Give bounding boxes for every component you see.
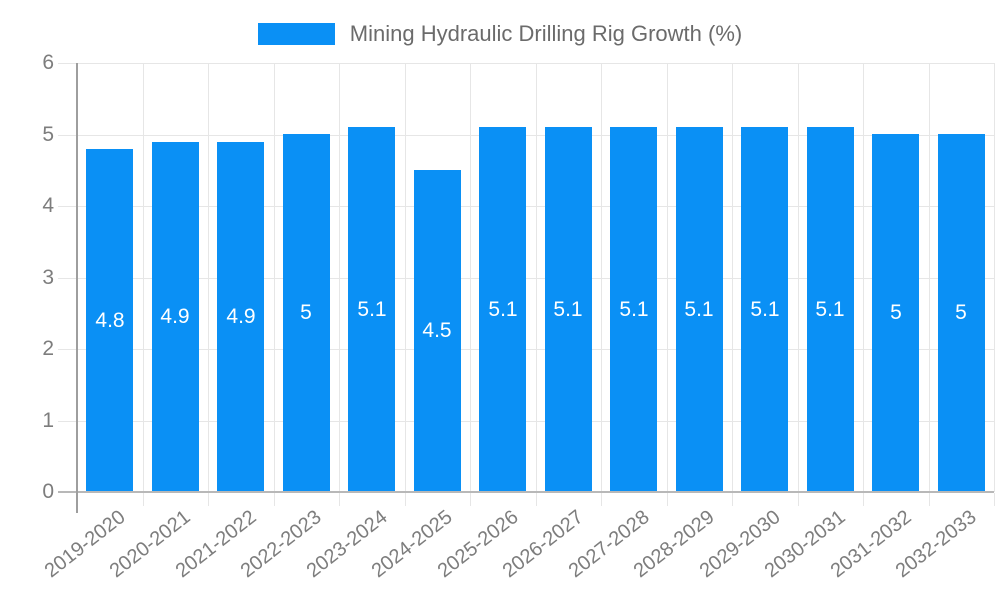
x-gridline <box>798 63 799 492</box>
y-gridline <box>58 135 994 136</box>
x-tick-mark <box>470 493 471 506</box>
bar-value-label: 4.5 <box>422 319 452 342</box>
x-tick-mark <box>994 493 995 506</box>
x-tick-mark <box>601 493 602 506</box>
x-tick-mark <box>798 493 799 506</box>
y-tick-label: 2 <box>42 337 54 360</box>
y-gridline <box>58 349 994 350</box>
x-gridline <box>208 63 209 492</box>
y-gridline <box>58 63 994 64</box>
plot-right-border <box>994 63 995 492</box>
x-gridline <box>470 63 471 492</box>
x-tick-mark <box>929 493 930 506</box>
bar[interactable] <box>872 134 919 492</box>
bar[interactable] <box>283 134 330 492</box>
x-tick-mark <box>667 493 668 506</box>
y-gridline <box>58 421 994 422</box>
bar-value-label: 5.1 <box>619 298 649 321</box>
x-gridline <box>929 63 930 492</box>
y-tick-label: 5 <box>42 123 54 146</box>
bar[interactable] <box>938 134 985 492</box>
legend-swatch[interactable] <box>257 23 335 45</box>
y-gridline <box>58 206 994 207</box>
bar[interactable] <box>348 127 395 492</box>
bar-value-label: 5.1 <box>684 298 714 321</box>
y-tick-label: 6 <box>42 51 54 74</box>
bar[interactable] <box>545 127 592 492</box>
bar[interactable] <box>86 149 133 492</box>
bar-value-label: 4.8 <box>95 309 125 332</box>
y-gridline <box>58 278 994 279</box>
bar-value-label: 5.1 <box>815 298 845 321</box>
y-tick-label: 1 <box>42 409 54 432</box>
y-tick-label: 4 <box>42 194 54 217</box>
x-tick-mark <box>536 493 537 506</box>
bar-value-label: 5.1 <box>553 298 583 321</box>
x-gridline <box>732 63 733 492</box>
x-gridline <box>863 63 864 492</box>
x-tick-mark <box>405 493 406 506</box>
x-tick-mark <box>732 493 733 506</box>
chart-legend[interactable]: Mining Hydraulic Drilling Rig Growth (%) <box>0 20 1000 48</box>
legend-series-label: Mining Hydraulic Drilling Rig Growth (%) <box>349 21 743 46</box>
y-tick-label: 0 <box>42 480 54 503</box>
x-tick-mark <box>208 493 209 506</box>
x-gridline <box>536 63 537 492</box>
bar[interactable] <box>414 170 461 492</box>
bar[interactable] <box>610 127 657 492</box>
bar-value-label: 5.1 <box>750 298 780 321</box>
x-axis-line <box>58 491 994 493</box>
x-tick-mark <box>274 493 275 506</box>
bar[interactable] <box>479 127 526 492</box>
bar[interactable] <box>807 127 854 492</box>
bar-value-label: 5 <box>890 301 902 324</box>
x-tick-mark <box>863 493 864 506</box>
bar-value-label: 5.1 <box>357 298 387 321</box>
x-gridline <box>339 63 340 492</box>
bar-value-label: 5.1 <box>488 298 518 321</box>
y-axis-line <box>76 63 78 513</box>
x-tick-mark <box>339 493 340 506</box>
x-gridline <box>667 63 668 492</box>
bar[interactable] <box>152 142 199 492</box>
x-tick-mark <box>143 493 144 506</box>
bar-value-label: 5 <box>300 301 312 324</box>
x-gridline <box>601 63 602 492</box>
bar-value-label: 4.9 <box>160 305 190 328</box>
y-tick-label: 3 <box>42 266 54 289</box>
x-gridline <box>143 63 144 492</box>
bar[interactable] <box>741 127 788 492</box>
bar-value-label: 5 <box>955 301 967 324</box>
bar-value-label: 4.9 <box>226 305 256 328</box>
x-gridline <box>405 63 406 492</box>
bar[interactable] <box>217 142 264 492</box>
bar[interactable] <box>676 127 723 492</box>
x-gridline <box>274 63 275 492</box>
